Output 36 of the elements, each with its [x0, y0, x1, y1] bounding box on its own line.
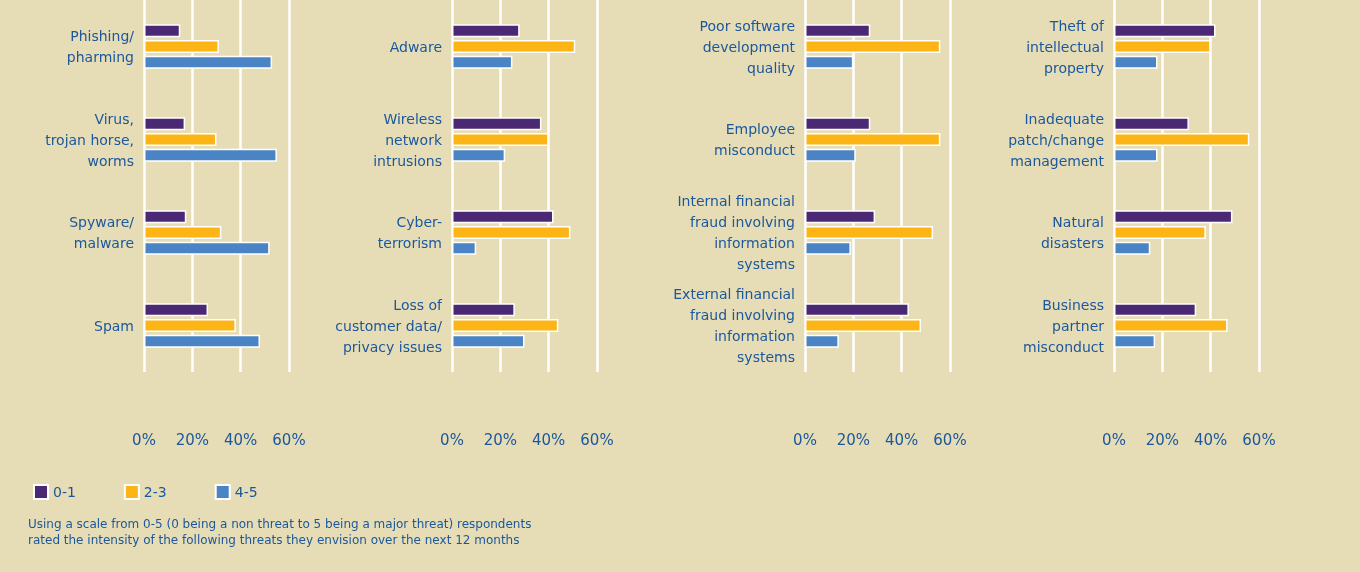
y-tick-label: Natural disasters: [1040, 214, 1104, 251]
x-tick-label: 20%: [175, 430, 210, 449]
x-tick-label: 0%: [132, 430, 156, 449]
y-tick-label: External financial fraud involving information systems: [673, 286, 795, 365]
y-tick-label: Phishing/ pharming: [66, 28, 135, 65]
x-tick-label: 0%: [440, 430, 464, 449]
y-tick-label: Virus, trojan horse, worms: [45, 110, 134, 169]
x-tick-label: 40%: [884, 430, 919, 449]
y-tick-label: Theft of intellectual property: [1026, 17, 1106, 76]
y-tick-label: Spam: [94, 317, 134, 334]
x-tick-label: 60%: [1242, 430, 1276, 449]
x-tick-label: 20%: [1145, 430, 1180, 449]
y-tick-label: Employee misconduct: [714, 121, 796, 158]
y-tick-label: Poor software development quality: [699, 17, 796, 76]
y-tick-label: Inadequate patch/change management: [1008, 110, 1105, 169]
x-tick-label: 60%: [933, 430, 967, 449]
x-tick-label: 40%: [223, 430, 258, 449]
y-tick-label: Adware: [389, 38, 442, 55]
legend-label: 0-1: [53, 484, 76, 500]
y-tick-label: Wireless network intrusions: [373, 110, 443, 169]
x-tick-label: 0%: [1102, 430, 1126, 449]
legend-label: 2-3: [143, 484, 167, 500]
x-tick-label: 20%: [483, 430, 518, 449]
x-tick-label: 20%: [836, 430, 871, 449]
y-tick-label: Internal financial fraud involving information systems: [677, 193, 795, 272]
y-tick-label: Business partner misconduct: [1023, 296, 1105, 355]
y-tick-label: Spyware/ malware: [69, 214, 135, 251]
text: Using a scale from 0-5 (0 being a non threat to 5 being a major threat) respondents rated the intensity of the following threats they envision over the next 12 months: [28, 517, 536, 547]
x-tick-label: 60%: [272, 430, 306, 449]
x-tick-label: 40%: [531, 430, 566, 449]
y-tick-label: Cyber- terrorism: [377, 214, 442, 251]
legend-label: 4-5: [234, 484, 258, 500]
x-tick-label: 40%: [1193, 430, 1228, 449]
y-tick-label: Loss of customer data/ privacy issues: [335, 296, 444, 355]
x-tick-label: 60%: [580, 430, 614, 449]
x-tick-label: 0%: [793, 430, 817, 449]
